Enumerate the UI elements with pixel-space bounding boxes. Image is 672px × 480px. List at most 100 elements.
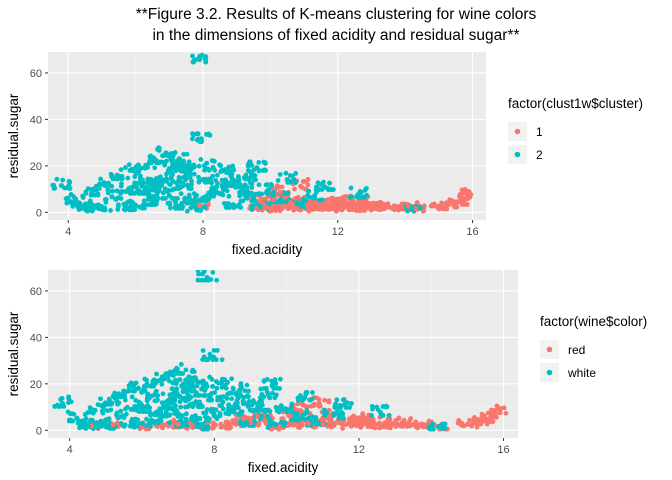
scatter-point-1: [305, 182, 311, 188]
scatter-point-1: [305, 176, 311, 182]
scatter-point-2: [136, 188, 142, 194]
scatter-point-red: [346, 416, 352, 422]
scatter-point-2: [108, 208, 113, 213]
y-tick-label: 60: [30, 286, 42, 298]
scatter-point-2: [236, 202, 242, 207]
scatter-point-red: [287, 413, 293, 419]
scatter-point-white: [119, 421, 124, 426]
scatter-point-2: [362, 187, 368, 193]
scatter-point-2: [203, 132, 209, 137]
scatter-point-white: [154, 393, 160, 399]
scatter-point-white: [181, 389, 187, 395]
scatter-point-white: [154, 371, 159, 377]
scatter-point-1: [362, 199, 368, 205]
scatter-point-2: [167, 182, 173, 187]
scatter-point-2: [268, 182, 274, 187]
scatter-point-white: [171, 380, 176, 386]
scatter-point-2: [97, 181, 102, 187]
scatter-point-white: [196, 271, 201, 277]
scatter-point-white: [236, 405, 241, 411]
legend-label-red: red: [568, 343, 585, 357]
scatter-point-1: [330, 195, 335, 201]
scatter-point-2: [89, 189, 95, 195]
scatter-point-white: [281, 421, 287, 426]
scatter-point-2: [110, 176, 116, 182]
scatter-point-white: [92, 407, 98, 413]
scatter-point-2: [277, 172, 283, 177]
scatter-point-2: [223, 205, 229, 210]
scatter-point-white: [137, 407, 143, 412]
scatter-point-2: [109, 183, 115, 189]
scatter-point-2: [123, 165, 128, 170]
scatter-point-1: [301, 178, 307, 184]
scatter-point-2: [151, 193, 157, 199]
y-tick-label: 40: [30, 332, 42, 344]
scatter-point-2: [200, 195, 206, 201]
scatter-point-2: [196, 163, 202, 169]
scatter-point-2: [188, 205, 194, 211]
scatter-point-white: [322, 412, 328, 418]
scatter-point-1: [456, 199, 462, 205]
scatter-point-2: [202, 165, 208, 171]
scatter-point-white: [178, 404, 184, 410]
scatter-point-white: [347, 405, 352, 410]
scatter-point-white: [168, 397, 174, 403]
scatter-point-2: [203, 176, 209, 182]
scatter-point-2: [330, 187, 336, 192]
scatter-point-2: [126, 186, 132, 192]
scatter-point-white: [339, 409, 344, 415]
scatter-point-white: [348, 401, 354, 406]
scatter-point-red: [392, 420, 398, 427]
scatter-point-2: [172, 150, 178, 155]
scatter-point-2: [110, 188, 116, 194]
scatter-point-1: [446, 201, 452, 208]
scatter-point-2: [152, 178, 158, 184]
scatter-point-white: [341, 402, 348, 408]
scatter-point-1: [368, 202, 375, 208]
scatter-point-white: [197, 415, 203, 422]
scatter-point-2: [128, 198, 134, 204]
scatter-point-2: [106, 188, 111, 193]
scatter-point-2: [217, 162, 222, 168]
scatter-point-2: [137, 204, 142, 210]
scatter-point-2: [263, 168, 269, 173]
legend-key-point-2: [514, 151, 521, 158]
scatter-point-2: [184, 151, 190, 157]
scatter-point-2: [95, 191, 101, 197]
scatter-point-2: [237, 181, 243, 188]
scatter-point-white: [331, 412, 337, 419]
scatter-point-1: [431, 203, 436, 209]
scatter-point-white: [177, 377, 183, 383]
scatter-point-white: [178, 361, 184, 367]
scatter-point-2: [148, 153, 154, 159]
scatter-point-2: [54, 176, 60, 182]
scatter-point-2: [192, 57, 198, 63]
scatter-point-2: [80, 195, 86, 200]
scatter-point-1: [331, 200, 337, 206]
scatter-point-white: [106, 416, 112, 422]
scatter-point-white: [183, 384, 189, 390]
scatter-point-red: [311, 403, 317, 408]
scatter-point-2: [167, 200, 172, 206]
scatter-point-2: [186, 159, 192, 165]
scatter-point-white: [185, 404, 191, 410]
scatter-point-red: [481, 413, 487, 419]
scatter-point-white: [121, 415, 127, 420]
y-tick-label: 0: [36, 425, 42, 437]
scatter-point-2: [141, 198, 147, 204]
scatter-point-red: [467, 417, 473, 423]
scatter-point-white: [204, 274, 210, 281]
scatter-point-red: [474, 421, 480, 427]
scatter-point-2: [198, 157, 204, 162]
scatter-point-1: [197, 202, 203, 209]
scatter-point-2: [210, 164, 216, 171]
scatter-point-2: [226, 193, 232, 199]
scatter-point-2: [193, 206, 199, 212]
scatter-point-red: [370, 419, 376, 425]
scatter-point-2: [255, 191, 261, 197]
scatter-point-white: [280, 406, 286, 412]
scatter-point-white: [258, 413, 264, 419]
scatter-point-2: [122, 204, 129, 210]
scatter-point-white: [116, 391, 122, 397]
scatter-point-white: [238, 382, 244, 388]
